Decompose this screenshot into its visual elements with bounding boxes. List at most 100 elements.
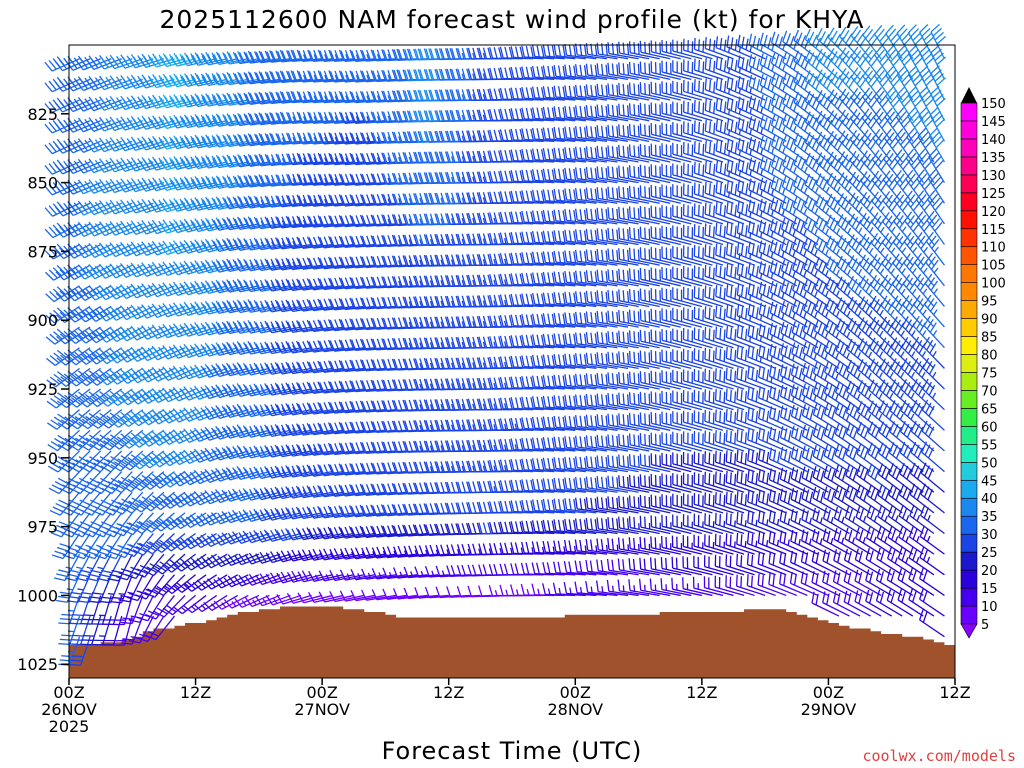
- barb-feather: [118, 331, 128, 342]
- barb-feather: [122, 56, 130, 68]
- barb-feather: [107, 247, 116, 257]
- barb-feather: [90, 246, 100, 256]
- barb-feather: [90, 120, 99, 131]
- barb-feather: [151, 501, 161, 511]
- barb-feather: [98, 348, 109, 358]
- barb-feather: [116, 349, 126, 359]
- barb-feather: [59, 269, 69, 279]
- barb-feather: [73, 554, 85, 560]
- barb-feather: [151, 430, 161, 440]
- barb-feather: [170, 55, 178, 67]
- wind-barb: [64, 553, 91, 582]
- barb-feather: [143, 414, 153, 424]
- barb-feather: [133, 371, 142, 381]
- barb-feather: [151, 452, 162, 461]
- barb-staff: [145, 140, 175, 151]
- barb-feather: [107, 120, 116, 131]
- barb-feather: [111, 266, 121, 277]
- barb-feather: [77, 264, 87, 274]
- barb-feather: [88, 327, 98, 337]
- barb-staff: [104, 202, 133, 215]
- barb-feather: [84, 308, 94, 318]
- barb-feather: [70, 397, 81, 406]
- barb-feather: [139, 202, 147, 213]
- barb-feather: [99, 443, 111, 451]
- barb-feather: [107, 225, 116, 236]
- barb-feather: [110, 464, 121, 472]
- barb-feather: [112, 530, 124, 537]
- barb-feather: [92, 440, 103, 448]
- barb-staff: [145, 78, 175, 89]
- barb-feather: [65, 227, 75, 238]
- barb-feather: [52, 245, 62, 256]
- barb-feather: [160, 327, 168, 338]
- barb-feather: [118, 310, 127, 321]
- barb-feather: [105, 506, 117, 513]
- barb-staff: [139, 595, 154, 623]
- barb-feather: [96, 550, 109, 556]
- barb-feather: [90, 569, 102, 574]
- barb-half-feather: [107, 592, 115, 595]
- barb-feather: [164, 284, 173, 295]
- barb-feather: [88, 434, 100, 442]
- barb-feather: [44, 228, 54, 239]
- barb-staff: [155, 99, 186, 109]
- barb-staff: [124, 78, 154, 90]
- barb-staff: [96, 553, 112, 582]
- barb-feather: [138, 499, 149, 507]
- barb-feather: [57, 443, 69, 452]
- barb-feather: [107, 204, 116, 215]
- barb-feather: [100, 569, 113, 574]
- barb-feather: [62, 554, 74, 560]
- barb-feather: [183, 52, 191, 64]
- barb-feather: [97, 312, 107, 322]
- barb-staff: [103, 181, 133, 194]
- barb-feather: [97, 290, 107, 301]
- barb-feather: [47, 422, 58, 430]
- barb-feather: [132, 549, 144, 556]
- barb-feather: [86, 226, 95, 237]
- barb-feather: [149, 160, 157, 171]
- barb-feather: [67, 421, 78, 430]
- barb-staff: [126, 347, 154, 363]
- barb-feather: [118, 598, 130, 603]
- wind-barb: [107, 54, 144, 70]
- barb-feather: [126, 413, 137, 422]
- barb-feather: [59, 100, 68, 111]
- barb-feather: [87, 312, 97, 322]
- barb-staff: [156, 243, 186, 256]
- barb-staff: [168, 388, 196, 403]
- barb-staff: [139, 615, 154, 644]
- barb-feather: [154, 55, 162, 67]
- barb-feather: [160, 138, 168, 150]
- barb-feather: [148, 519, 159, 527]
- barb-feather: [86, 269, 96, 280]
- barb-feather: [86, 80, 95, 91]
- barb-half-feather: [74, 544, 82, 548]
- barb-feather: [91, 353, 101, 363]
- barb-feather: [164, 179, 172, 190]
- wind-barb: [66, 574, 91, 603]
- barb-feather: [49, 312, 59, 321]
- barb-feather: [155, 520, 166, 529]
- barb-staff: [167, 326, 196, 339]
- barb-feather: [54, 143, 64, 154]
- barb-feather: [149, 118, 157, 130]
- barb-feather: [44, 61, 53, 72]
- barb-feather: [149, 245, 158, 256]
- barb-feather: [119, 418, 129, 428]
- barb-feather: [111, 119, 120, 130]
- barb-feather: [96, 79, 105, 91]
- barb-feather: [160, 244, 168, 255]
- barb-feather: [120, 621, 133, 625]
- wind-barb: [131, 491, 165, 513]
- barb-feather: [109, 441, 120, 450]
- barb-staff: [167, 243, 196, 256]
- barb-staff: [82, 512, 102, 538]
- barb-feather: [139, 394, 149, 404]
- barb-staff: [166, 78, 196, 88]
- barb-feather: [56, 349, 67, 358]
- barb-staff: [166, 223, 196, 234]
- barb-feather: [65, 550, 77, 556]
